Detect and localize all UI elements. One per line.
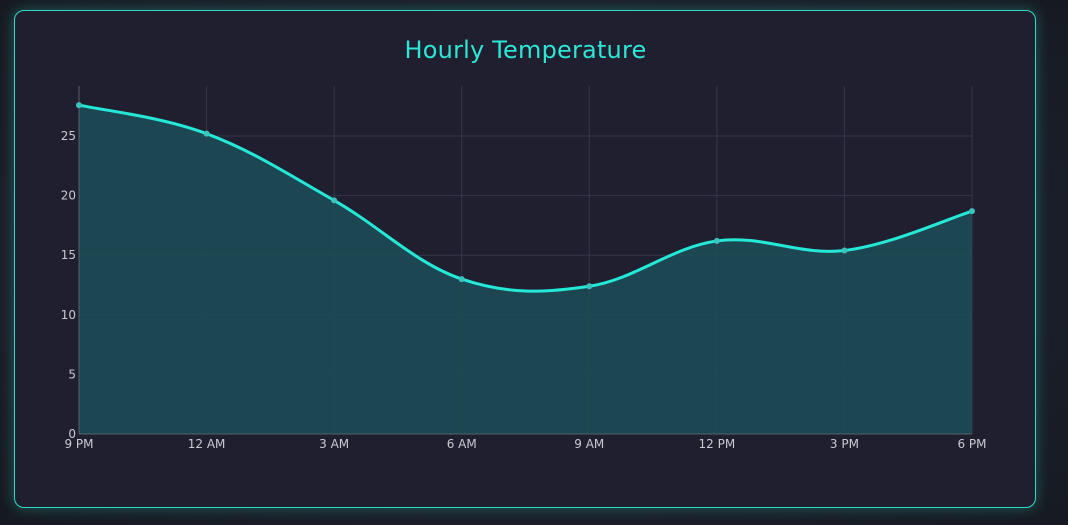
data-point[interactable]	[586, 283, 593, 290]
data-point[interactable]	[841, 247, 848, 254]
temperature-line	[78, 103, 973, 293]
x-tick-label: 6 PM	[957, 437, 986, 451]
data-points	[76, 102, 975, 290]
chart-title: Hourly Temperature	[404, 36, 647, 64]
x-tick-label: 9 AM	[574, 437, 604, 451]
x-tick-labels: 9 PM 12 AM 3 AM 6 AM 9 AM 12 PM 3 PM 6 PM	[64, 437, 986, 451]
x-tick-label: 6 AM	[447, 437, 477, 451]
data-point[interactable]	[76, 102, 82, 109]
data-point[interactable]	[331, 197, 338, 204]
x-tick-label: 3 PM	[830, 437, 859, 451]
x-tick-label: 12 AM	[188, 437, 226, 451]
x-tick-label: 3 AM	[319, 437, 349, 451]
y-tick-label: 5	[68, 367, 76, 381]
x-tick-label: 12 PM	[699, 437, 736, 451]
data-point[interactable]	[713, 237, 720, 244]
y-tick-label: 25	[61, 129, 76, 143]
data-point[interactable]	[458, 276, 465, 283]
y-tick-label: 20	[61, 189, 76, 203]
data-point[interactable]	[203, 130, 210, 137]
y-tick-labels: 0 5 10 15 20 25	[61, 129, 76, 441]
data-point[interactable]	[969, 208, 975, 215]
y-tick-label: 15	[61, 248, 76, 262]
axes	[78, 86, 972, 435]
y-tick-label: 0	[68, 427, 76, 441]
area-fill	[79, 105, 972, 435]
y-tick-label: 10	[61, 308, 76, 322]
x-tick-label: 9 PM	[64, 437, 93, 451]
